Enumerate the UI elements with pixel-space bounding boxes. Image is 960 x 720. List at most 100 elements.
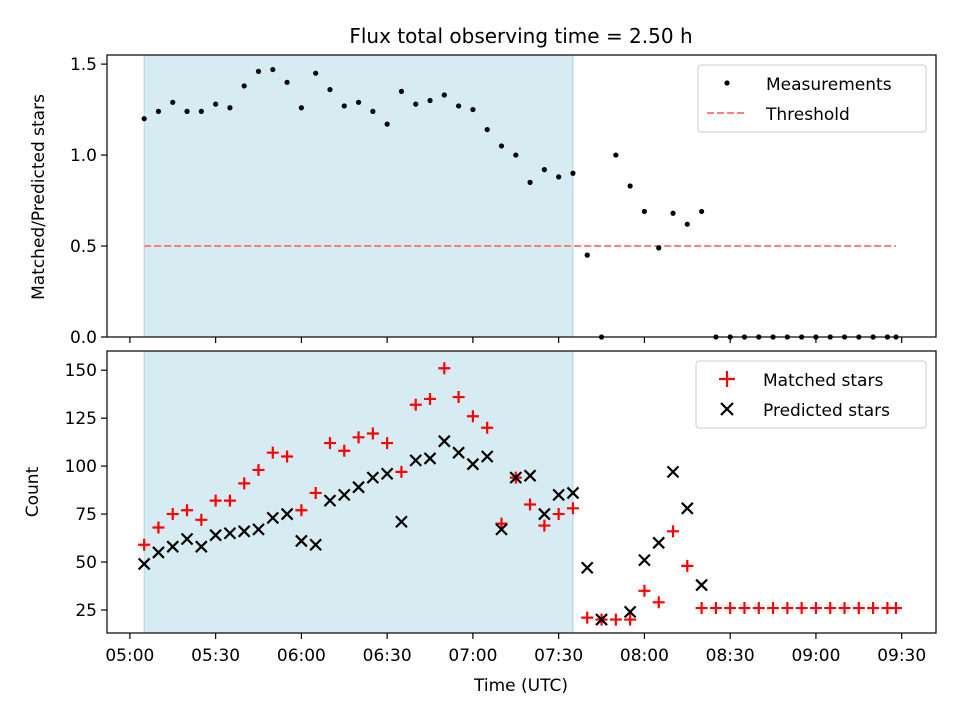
matched-star-point: [752, 602, 765, 615]
predicted-star-point: [152, 546, 165, 559]
bottom-x-tick-label: 09:30: [877, 646, 926, 666]
matched-star-point: [424, 392, 437, 405]
predicted-star-point: [209, 528, 222, 542]
measurement-point: [456, 103, 462, 109]
bottom-shaded-span: [143, 350, 574, 634]
matched-star-point: [767, 602, 780, 615]
matched-star-point: [409, 398, 422, 411]
bottom-x-tick-label: 07:00: [448, 646, 497, 666]
predicted-star-point: [681, 502, 694, 515]
measurement-point: [370, 108, 376, 114]
matched-star-point: [809, 602, 822, 615]
measurement-point: [441, 92, 447, 98]
top-y-tick-label: 1.5: [70, 55, 97, 75]
predicted-star-point: [438, 434, 451, 448]
bottom-y-tick-label: 125: [65, 409, 97, 429]
predicted-star-point: [237, 525, 251, 538]
bottom-axes-frame: [106, 350, 937, 634]
predicted-star-point: [195, 540, 208, 553]
predicted-stars-points: [137, 434, 708, 626]
predicted-star-point: [352, 480, 365, 494]
matched-star-point: [152, 521, 165, 534]
top-shaded-span: [143, 54, 574, 338]
matched-star-point: [452, 391, 465, 404]
predicted-star-point: [452, 446, 465, 459]
matched-star-point: [281, 450, 294, 463]
predicted-star-point: [666, 465, 680, 479]
predicted-star-point: [323, 494, 337, 507]
matched-star-point: [338, 444, 351, 457]
measurement-point: [341, 103, 347, 109]
predicted-star-point: [466, 457, 480, 471]
matched-star-point: [624, 613, 637, 626]
predicted-star-point: [552, 488, 565, 502]
chart-title: Flux total observing time = 2.50 h: [349, 24, 692, 48]
measurement-point: [141, 116, 147, 122]
top-x-ticks: [129, 337, 903, 343]
x-axis-label: Time (UTC): [473, 676, 568, 696]
top-axes-frame: [106, 54, 937, 338]
matched-star-point: [738, 602, 751, 615]
bottom-legend-frame: [695, 360, 927, 429]
matched-star-point: [852, 602, 865, 615]
measurement-point: [327, 86, 333, 93]
matched-star-point: [889, 602, 902, 615]
matched-star-point: [323, 437, 336, 450]
matched-star-point: [609, 613, 622, 626]
matched-star-point: [238, 477, 251, 490]
bottom-y-axis-label: Count: [23, 466, 43, 517]
predicted-star-point: [380, 467, 394, 481]
predicted-star-point: [538, 507, 551, 521]
matched-star-point: [695, 602, 708, 615]
matched-star-point: [838, 602, 851, 615]
matched-star-point: [781, 602, 794, 615]
bottom-x-tick-label: 05:30: [191, 646, 240, 666]
predicted-star-point: [509, 471, 523, 484]
matched-star-point: [209, 494, 222, 507]
bottom-y-tick-label: 25: [75, 601, 97, 621]
predicted-star-point: [266, 511, 280, 525]
predicted-star-point: [180, 532, 194, 546]
measurement-point: [298, 105, 304, 111]
top-panel: 0.0 0.5 1.0 1.5 Matched/Predicted stars Mea…: [29, 54, 937, 348]
predicted-star-point: [595, 613, 608, 626]
measurement-point: [384, 121, 390, 127]
predicted-star-point: [495, 523, 508, 536]
matched-star-point: [309, 486, 322, 499]
matched-stars-points: [138, 362, 902, 626]
predicted-star-point: [623, 605, 637, 619]
predicted-star-point: [566, 486, 580, 500]
top-y-tick-label: 1.0: [70, 146, 97, 166]
matched-star-point: [352, 431, 365, 444]
predicted-star-point: [137, 557, 151, 571]
measurement-point: [270, 66, 276, 73]
predicted-star-point: [280, 507, 294, 521]
measurement-point: [227, 105, 233, 111]
matched-star-point: [223, 494, 236, 507]
top-legend-frame: [697, 64, 927, 133]
matched-star-point: [552, 508, 565, 521]
predicted-star-point: [337, 488, 351, 502]
predicted-star-point: [580, 561, 594, 575]
measurement-point: [541, 167, 547, 173]
measurement-point: [527, 179, 533, 185]
measurement-point: [255, 68, 262, 74]
top-y-tick-label: 0.5: [70, 237, 97, 257]
measurement-point: [213, 101, 219, 107]
measurement-point: [584, 252, 590, 258]
matched-star-point: [681, 559, 694, 572]
measurement-point: [698, 208, 705, 215]
bottom-y-ticks: 25 50 75 100 125 150: [65, 361, 107, 621]
bottom-x-tick-label: 08:00: [620, 646, 669, 666]
bottom-x-tick-label: 08:30: [706, 646, 755, 666]
measurement-point: [184, 108, 190, 114]
top-y-tick-label: 0.0: [70, 328, 97, 348]
measurement-point: [498, 143, 505, 149]
matched-star-point: [381, 437, 394, 450]
bottom-x-tick-label: 06:00: [277, 646, 326, 666]
measurement-point: [355, 99, 362, 105]
matched-star-point: [638, 584, 651, 597]
matched-star-point: [667, 525, 680, 538]
matched-star-point: [867, 602, 880, 615]
measurement-point: [484, 126, 490, 133]
